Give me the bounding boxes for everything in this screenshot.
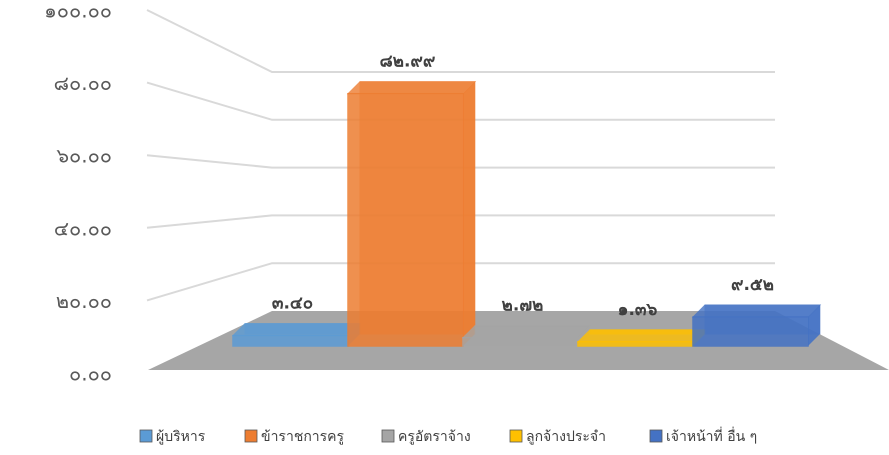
value-label: ๑.๓๖ xyxy=(618,300,658,320)
value-label: ๓.๔๐ xyxy=(272,294,313,314)
grid-line xyxy=(146,154,775,169)
bar-top xyxy=(691,304,822,318)
legend-label: ครูอัตราจ้าง xyxy=(398,429,471,445)
bar-front xyxy=(232,334,349,347)
legend-swatch xyxy=(649,429,663,443)
bar-front xyxy=(577,341,694,347)
bar-top xyxy=(231,323,362,337)
legend-swatch xyxy=(139,429,153,443)
y-tick-label: ๖๐.๐๐ xyxy=(56,144,112,168)
bar xyxy=(231,323,362,347)
grid-line xyxy=(146,262,775,302)
grid-line xyxy=(146,9,775,73)
legend-swatch xyxy=(381,429,395,443)
bar xyxy=(461,325,592,347)
legend-swatch xyxy=(244,429,258,443)
bar-top xyxy=(461,325,592,339)
value-label: ๘๒.๙๙ xyxy=(380,52,436,72)
bar-front xyxy=(692,316,809,347)
bar-top xyxy=(346,81,477,95)
legend-label: เจ้าหน้าที่ อื่น ๆ xyxy=(666,427,757,445)
y-tick-label: ๑๐๐.๐๐ xyxy=(44,0,112,23)
bar-front xyxy=(347,92,464,347)
y-tick-label: ๔๐.๐๐ xyxy=(54,216,112,240)
legend-label: ผู้บริหาร xyxy=(156,429,206,445)
y-tick-label: ๘๐.๐๐ xyxy=(54,71,112,95)
legend-label: ข้าราชการครู xyxy=(261,429,345,445)
bar-top xyxy=(576,329,707,343)
grid-line xyxy=(146,214,775,229)
y-tick-label: ๒๐.๐๐ xyxy=(56,289,112,313)
legend-swatch xyxy=(509,429,523,443)
value-label: ๒.๗๒ xyxy=(502,296,544,316)
legend-label: ลูกจ้างประจำ xyxy=(526,429,606,445)
bar xyxy=(576,329,707,347)
bar xyxy=(691,304,822,347)
grid-line xyxy=(146,81,775,121)
bar-side xyxy=(463,81,475,347)
y-tick-label: ๐.๐๐ xyxy=(69,362,112,386)
value-label: ๙.๕๒ xyxy=(731,275,774,295)
bar-side xyxy=(808,305,820,346)
bar xyxy=(346,81,477,347)
bar-front xyxy=(462,336,579,347)
